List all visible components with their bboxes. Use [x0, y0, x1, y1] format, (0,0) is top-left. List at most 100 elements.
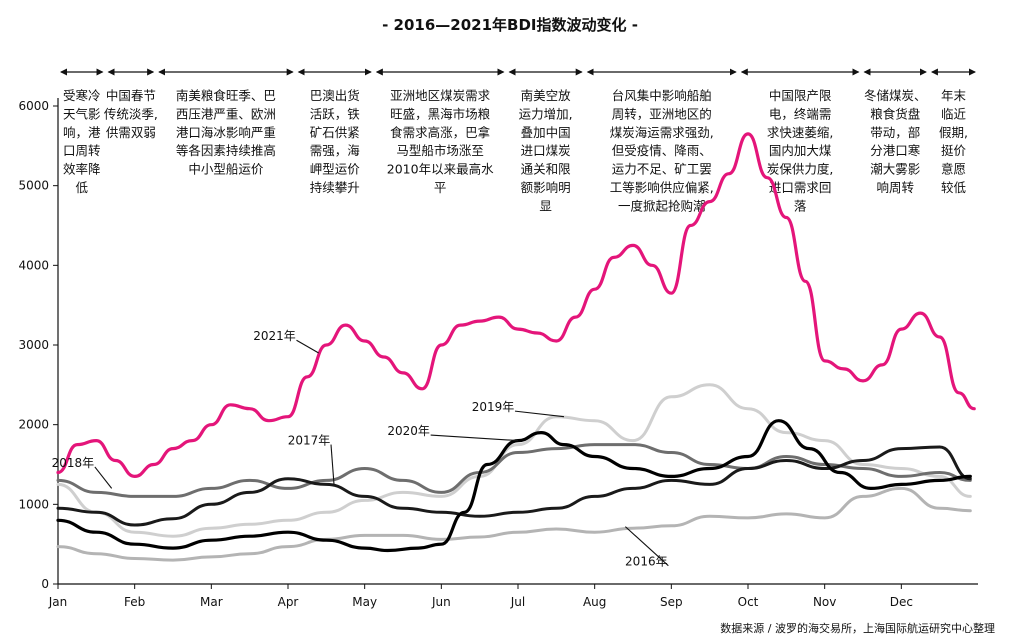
period-annotations: 受寒冷天气影响，港口周转效率降低中国春节传统淡季,供需双弱南美粮食旺季、巴西压港…: [60, 68, 976, 213]
period-text-line: 亚洲地区煤炭需求: [390, 88, 491, 103]
y-tick-label: 5000: [18, 179, 49, 193]
period-text-line: 运力增加,: [519, 106, 573, 121]
period-text-line: 供需双弱: [106, 125, 156, 140]
series-line-2017年: [56, 445, 972, 527]
series-lines: [56, 132, 976, 562]
period-text-line: 国内加大煤: [769, 143, 832, 158]
x-tick-label: May: [352, 595, 377, 609]
period-text-line: 冬储煤炭、: [864, 88, 927, 103]
period-text-line: 求快速萎缩,: [767, 125, 833, 140]
x-tick-label: Sep: [660, 595, 683, 609]
period-text-line: 年末: [941, 88, 967, 103]
period-text-line: 活跃，铁: [310, 106, 361, 121]
series-leader-line: [514, 410, 565, 418]
period-text-line: 马型船市场涨至: [396, 143, 484, 158]
chart-axes: 0 1000 2000 3000 4000 5000 6000 Jan Feb Mar Apr May…: [18, 98, 978, 609]
period-text-line: 巴澳出货: [310, 88, 360, 103]
period-text-line: 2010年以来最高水: [387, 162, 494, 177]
period-text-line: 台风集中影响船舶: [612, 88, 712, 103]
y-tick-label: 6000: [18, 99, 49, 113]
x-tick-label: Jun: [431, 595, 451, 609]
period-text-line: 叠加中国: [521, 125, 571, 140]
series-line-2016年: [56, 486, 972, 562]
series-label: 2018年: [52, 456, 95, 470]
period-text-line: 但受疫情、降雨、: [612, 143, 712, 158]
series-label: 2016年: [625, 555, 668, 569]
period-text-line: 一度掀起抢购潮: [618, 198, 706, 213]
period-text-line: 中国限产限: [769, 88, 832, 103]
period-text-line: 口周转: [63, 143, 101, 158]
period-text-line: 较低: [941, 180, 967, 195]
period-text-line: 潮大雾影: [870, 162, 921, 177]
period-text-line: 天气影: [63, 106, 101, 121]
series-line-2019年: [56, 383, 972, 538]
period-text-line: 带动，部: [870, 125, 920, 140]
period-text-line: 挺价: [941, 143, 967, 158]
period-text-line: 食需求高涨，巴拿: [390, 125, 491, 140]
period-text-line: 进口煤炭: [521, 143, 571, 158]
period-text-line: 港口海冰影响严重: [176, 125, 276, 140]
period-text-line: 等各因素持续推高: [176, 143, 276, 158]
period-text-line: 电，终端需: [769, 106, 832, 121]
series-label: 2020年: [387, 424, 430, 438]
period-text-line: 煤炭海运需求强劲,: [610, 125, 714, 140]
period-text-line: 额影响明: [521, 180, 571, 195]
period-text-line: 矿石供紧: [310, 125, 360, 140]
period-text-line: 西压港严重、欧洲: [176, 106, 276, 121]
period-text-line: 运力不足、矿工罢: [612, 162, 712, 177]
period-text-line: 南美空放: [521, 88, 572, 103]
series-line-2018年: [56, 443, 972, 498]
series-leader-line: [330, 444, 335, 485]
chart-title: - 2016—2021年BDI指数波动变化 -: [382, 16, 638, 34]
period-text-line: 工等影响供应偏紧,: [610, 180, 714, 195]
x-tick-label: Jan: [48, 595, 68, 609]
x-tick-label: Aug: [583, 595, 606, 609]
period-text-line: 中小型船运价: [188, 162, 264, 177]
y-tick-label: 0: [41, 577, 49, 591]
period-text-line: 响，港: [63, 125, 101, 140]
x-tick-label: Feb: [124, 595, 145, 609]
series-label: 2021年: [253, 329, 296, 343]
period-text-line: 旺盛，黑海市场粮: [390, 106, 491, 121]
series-leader-line: [94, 466, 113, 489]
period-text-line: 传统淡季,: [104, 106, 158, 121]
period-text-line: 炭保供力度,: [767, 162, 833, 177]
data-source-note: 数据来源 / 波罗的海交易所，上海国际航运研究中心整理: [720, 621, 995, 635]
period-text-line: 效率降: [63, 162, 101, 177]
period-text-line: 落: [794, 198, 807, 213]
series-leader-line: [296, 339, 319, 354]
period-text-line: 临近: [941, 106, 967, 121]
y-tick-label: 4000: [18, 258, 49, 272]
series-leader-line: [624, 526, 669, 567]
x-tick-label: Jul: [510, 595, 525, 609]
period-text-line: 平: [434, 180, 447, 195]
period-text-line: 响周转: [876, 180, 914, 195]
y-tick-label: 2000: [18, 418, 49, 432]
period-text-line: 意愿: [941, 162, 966, 177]
period-text-line: 中国春节: [106, 88, 156, 103]
period-text-line: 受寒冷: [63, 88, 101, 103]
period-text-line: 岬型运价: [310, 162, 361, 177]
period-text-line: 分港口寒: [870, 143, 921, 158]
x-tick-label: Mar: [200, 595, 223, 609]
period-text-line: 进口需求回: [769, 180, 832, 195]
series-line-2021年: [56, 132, 976, 478]
period-text-line: 持续攀升: [310, 180, 360, 195]
series-label: 2017年: [288, 434, 331, 448]
y-tick-label: 1000: [18, 497, 49, 511]
period-text-line: 假期,: [939, 125, 968, 140]
period-text-line: 南美粮食旺季、巴: [176, 88, 276, 103]
period-text-line: 粮食货盘: [870, 106, 920, 121]
x-tick-label: Nov: [813, 595, 836, 609]
